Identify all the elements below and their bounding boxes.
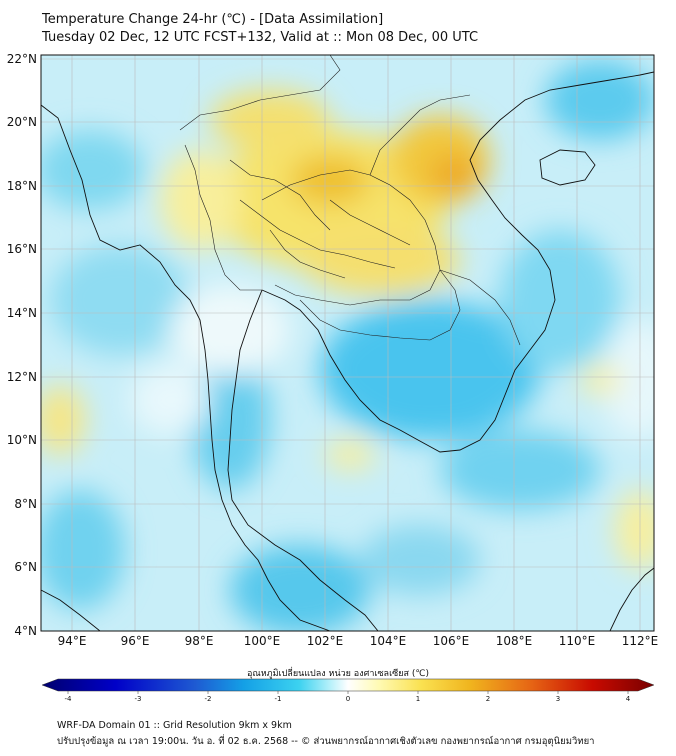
map-subtitle: Tuesday 02 Dec, 12 UTC FCST+132, Valid a…	[42, 30, 479, 45]
colorbar-tick-label: 3	[556, 695, 560, 703]
lat-tick-label: 20°N	[7, 115, 37, 129]
lon-tick-label: 106°E	[433, 634, 470, 648]
colorbar: -4 -3 -2 -1 0 1 2 3 4	[41, 678, 655, 703]
lon-tick-label: 102°E	[307, 634, 344, 648]
country-borders	[179, 55, 521, 346]
colorbar-tick-label: -3	[135, 695, 142, 703]
lon-tick-label: 98°E	[185, 634, 214, 648]
colorbar-tick-label: -2	[205, 695, 212, 703]
lat-tick-label: 16°N	[7, 242, 37, 256]
map-title: Temperature Change 24-hr (℃) - [Data Ass…	[42, 12, 384, 27]
lon-tick-label: 110°E	[559, 634, 596, 648]
lat-tick-label: 6°N	[14, 560, 37, 574]
colorbar-tick-label: -4	[65, 695, 73, 703]
lat-tick-label: 18°N	[7, 179, 37, 193]
colorbar-gradient	[41, 678, 655, 692]
colorbar-tick-label: -1	[275, 695, 282, 703]
lon-tick-label: 96°E	[121, 634, 150, 648]
graticule	[41, 55, 654, 631]
lon-tick-label: 104°E	[370, 634, 407, 648]
colorbar-tick-label: 4	[626, 695, 631, 703]
lat-tick-label: 12°N	[7, 370, 37, 384]
lat-tick-label: 8°N	[14, 497, 37, 511]
footer-model-info: WRF-DA Domain 01 :: Grid Resolution 9km …	[57, 720, 292, 731]
lat-tick-label: 22°N	[7, 52, 37, 66]
lat-axis: 22°N 20°N 18°N 16°N 14°N 12°N 10°N 8°N 6…	[7, 52, 37, 638]
temperature-field	[41, 55, 654, 631]
lat-tick-label: 4°N	[14, 624, 37, 638]
lon-tick-label: 112°E	[622, 634, 659, 648]
lon-axis: 94°E 96°E 98°E 100°E 102°E 104°E 106°E 1…	[58, 634, 659, 648]
lat-tick-label: 14°N	[7, 306, 37, 320]
colorbar-title: อุณหภูมิเปลี่ยนแปลง หน่วย องศาเซลเซียส (…	[246, 669, 430, 679]
lon-tick-label: 100°E	[244, 634, 281, 648]
lon-tick-label: 94°E	[58, 634, 87, 648]
colorbar-tick-label: 0	[346, 695, 350, 703]
colorbar-tick-label: 1	[416, 695, 420, 703]
map-frame	[40, 54, 655, 632]
lat-tick-label: 10°N	[7, 433, 37, 447]
colorbar-tick-label: 2	[486, 695, 490, 703]
coastlines	[41, 71, 654, 631]
footer-credit: ปรับปรุงข้อมูล ณ เวลา 19:00น. วัน อ. ที่…	[57, 736, 595, 747]
lon-tick-label: 108°E	[496, 634, 533, 648]
